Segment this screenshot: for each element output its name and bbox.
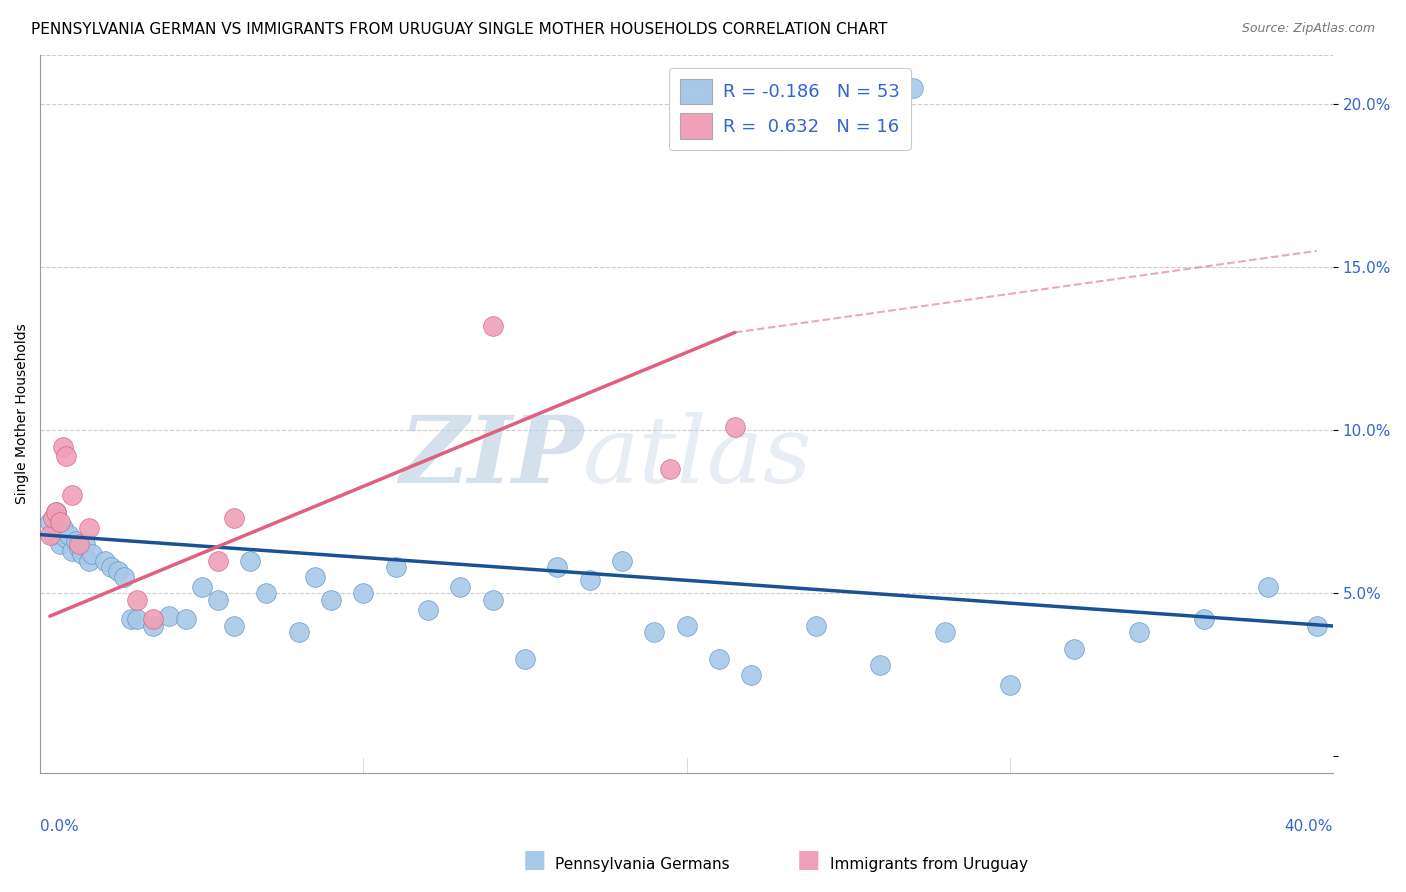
Point: [578, 574, 600, 588]
Point: [659, 462, 682, 476]
Point: [62, 544, 84, 558]
Point: [804, 619, 827, 633]
Point: [449, 580, 471, 594]
Point: [125, 612, 148, 626]
Point: [1306, 619, 1329, 633]
Point: [1192, 612, 1215, 626]
Point: [80, 547, 103, 561]
Text: ■: ■: [797, 848, 820, 872]
Point: [222, 511, 245, 525]
Text: 40.0%: 40.0%: [1285, 820, 1333, 834]
Point: [481, 593, 503, 607]
Y-axis label: Single Mother Households: Single Mother Households: [15, 324, 30, 504]
Point: [94, 554, 117, 568]
Point: [38, 515, 60, 529]
Point: [52, 440, 75, 454]
Point: [70, 547, 93, 561]
Point: [222, 619, 245, 633]
Text: PENNSYLVANIA GERMAN VS IMMIGRANTS FROM URUGUAY SINGLE MOTHER HOUSEHOLDS CORRELAT: PENNSYLVANIA GERMAN VS IMMIGRANTS FROM U…: [31, 22, 887, 37]
Point: [48, 537, 70, 551]
Text: atlas: atlas: [583, 412, 813, 502]
Point: [319, 593, 342, 607]
Point: [384, 560, 406, 574]
Point: [142, 612, 165, 626]
Point: [740, 668, 762, 682]
Point: [707, 651, 730, 665]
Point: [287, 625, 309, 640]
Point: [304, 570, 326, 584]
Point: [112, 570, 135, 584]
Point: [254, 586, 277, 600]
Text: ZIP: ZIP: [399, 412, 583, 502]
Point: [513, 651, 536, 665]
Point: [75, 537, 97, 551]
Point: [901, 80, 924, 95]
Point: [107, 564, 129, 578]
Point: [142, 619, 165, 633]
Text: Immigrants from Uruguay: Immigrants from Uruguay: [830, 857, 1028, 872]
Point: [1128, 625, 1150, 640]
Point: [481, 318, 503, 333]
Point: [1257, 580, 1279, 594]
Text: Source: ZipAtlas.com: Source: ZipAtlas.com: [1241, 22, 1375, 36]
Point: [643, 625, 665, 640]
Legend: R = -0.186   N = 53, R =  0.632   N = 16: R = -0.186 N = 53, R = 0.632 N = 16: [669, 68, 911, 150]
Point: [125, 593, 148, 607]
Point: [45, 505, 67, 519]
Point: [45, 505, 67, 519]
Point: [67, 537, 90, 551]
Point: [610, 554, 633, 568]
Point: [58, 527, 80, 541]
Point: [998, 678, 1021, 692]
Point: [724, 420, 747, 434]
Point: [207, 593, 229, 607]
Point: [1063, 641, 1085, 656]
Text: Pennsylvania Germans: Pennsylvania Germans: [555, 857, 730, 872]
Point: [416, 602, 439, 616]
Point: [65, 534, 87, 549]
Point: [239, 554, 262, 568]
Point: [934, 625, 956, 640]
Text: 0.0%: 0.0%: [41, 820, 79, 834]
Point: [42, 527, 65, 541]
Point: [77, 521, 100, 535]
Point: [869, 658, 891, 673]
Point: [67, 541, 90, 555]
Text: ■: ■: [523, 848, 546, 872]
Point: [174, 612, 197, 626]
Point: [42, 511, 65, 525]
Point: [48, 515, 70, 529]
Point: [675, 619, 697, 633]
Point: [52, 521, 75, 535]
Point: [100, 560, 122, 574]
Point: [157, 609, 180, 624]
Point: [207, 554, 229, 568]
Point: [55, 450, 77, 464]
Point: [62, 488, 84, 502]
Point: [352, 586, 374, 600]
Point: [38, 527, 60, 541]
Point: [120, 612, 142, 626]
Point: [77, 554, 100, 568]
Point: [546, 560, 568, 574]
Point: [55, 531, 77, 545]
Point: [190, 580, 212, 594]
